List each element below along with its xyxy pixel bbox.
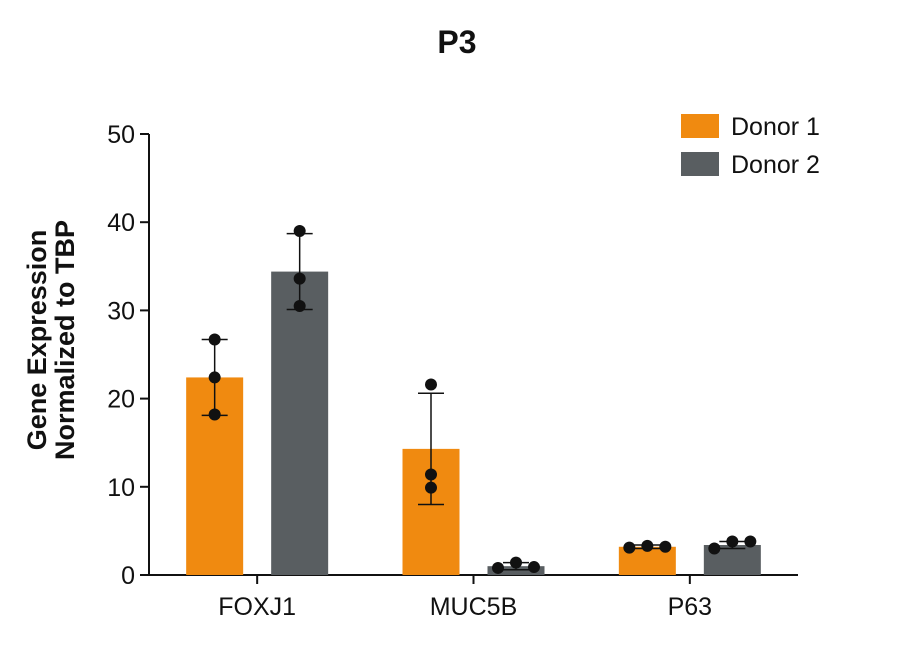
data-point xyxy=(744,535,757,548)
data-point xyxy=(510,556,522,569)
data-point xyxy=(708,542,721,555)
y-tick-label: 10 xyxy=(107,474,135,502)
data-point xyxy=(293,272,306,285)
data-point xyxy=(208,371,221,384)
y-tick-label: 50 xyxy=(107,121,135,149)
x-tick-label: MUC5B xyxy=(430,593,518,621)
chart-title: P3 xyxy=(437,24,476,60)
data-point xyxy=(659,540,672,553)
x-axis: FOXJ1 MUC5B P63 xyxy=(149,574,798,621)
data-point xyxy=(425,378,437,391)
bars xyxy=(186,225,761,575)
y-axis-label-line-2: Normalized to TBP xyxy=(50,220,80,460)
y-axis-label-line-1: Gene Expression xyxy=(22,230,52,451)
data-point xyxy=(726,535,739,548)
x-tick-label: P63 xyxy=(668,593,712,621)
legend-swatch xyxy=(681,152,719,176)
y-tick-label: 40 xyxy=(107,209,135,237)
data-point xyxy=(425,468,437,481)
y-tick-label: 30 xyxy=(107,297,135,325)
y-axis: 0 10 20 30 40 50 xyxy=(107,121,150,590)
legend-label: Donor 2 xyxy=(731,151,820,179)
data-point xyxy=(208,333,221,346)
bar xyxy=(271,271,329,575)
y-tick-label: 0 xyxy=(121,562,135,590)
legend: Donor 1 Donor 2 xyxy=(681,113,820,179)
legend-label: Donor 1 xyxy=(731,113,820,141)
data-point xyxy=(623,541,636,554)
y-tick-label: 20 xyxy=(107,386,135,414)
data-point xyxy=(293,299,306,312)
data-point xyxy=(208,408,221,421)
data-point xyxy=(425,481,437,494)
x-tick-label: FOXJ1 xyxy=(218,593,296,621)
data-point xyxy=(492,561,504,574)
bar xyxy=(487,566,545,575)
data-point xyxy=(641,539,654,552)
legend-swatch xyxy=(681,114,719,138)
data-point xyxy=(528,561,540,574)
data-point xyxy=(293,225,306,238)
